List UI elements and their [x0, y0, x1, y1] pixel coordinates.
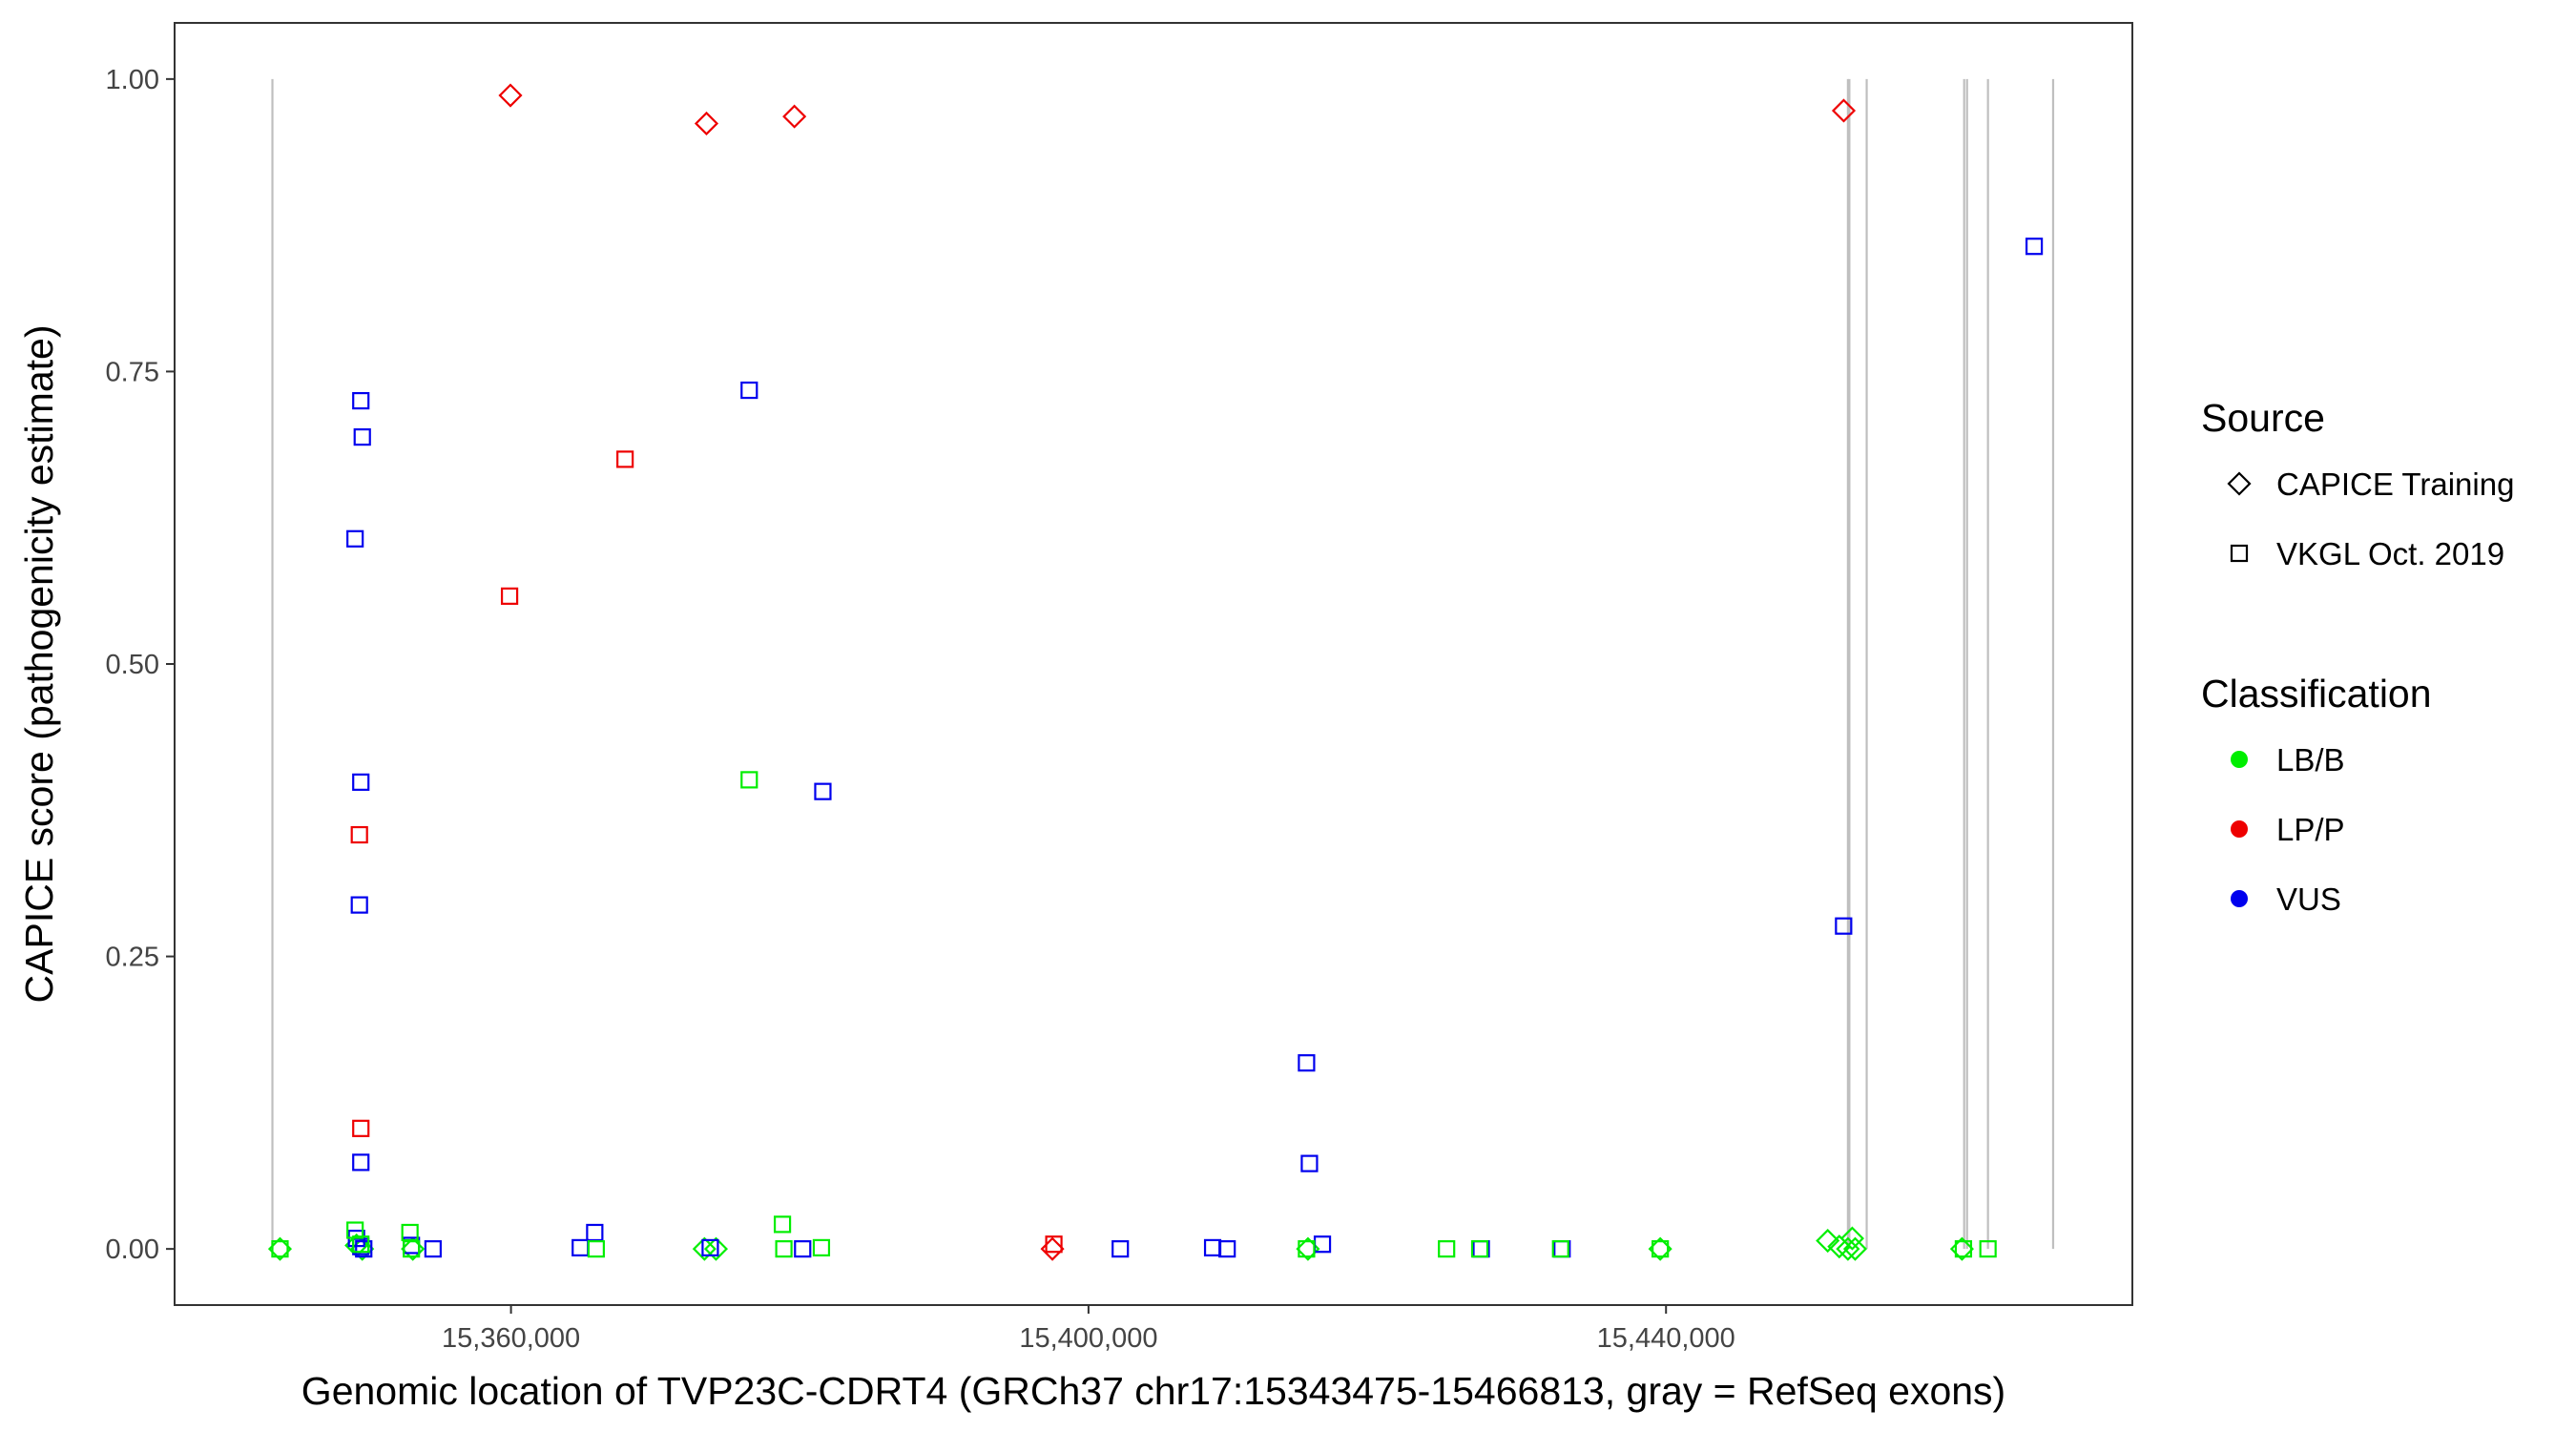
data-point — [1438, 1240, 1456, 1258]
data-point — [403, 1240, 421, 1258]
legend-key-classification — [2231, 751, 2248, 768]
data-point — [350, 896, 368, 914]
data-point — [1979, 1240, 1997, 1258]
data-point — [1298, 1240, 1316, 1258]
data-point — [1470, 1240, 1489, 1258]
data-point — [350, 825, 368, 844]
y-tick-label: 0.25 — [106, 943, 159, 973]
data-point — [694, 111, 719, 136]
y-tick-label: 1.00 — [106, 65, 159, 95]
data-point — [424, 1240, 442, 1258]
data-point — [1835, 917, 1853, 935]
legend-key-classification — [2231, 890, 2248, 907]
data-point — [500, 587, 519, 605]
legend-source-items: CAPICE Training VKGL Oct. 2019 — [2227, 467, 2514, 571]
data-point — [1842, 1236, 1868, 1261]
data-point — [782, 104, 807, 129]
legend-title-source: Source — [2201, 396, 2325, 440]
data-point — [1954, 1240, 1973, 1258]
data-point — [1839, 1226, 1864, 1251]
data-point — [352, 1235, 370, 1254]
exon-lines — [271, 78, 2055, 1250]
data-point — [1831, 98, 1857, 123]
legend-key-source — [2227, 471, 2252, 496]
legend-label-classification: VUS — [2276, 881, 2341, 917]
data-point — [775, 1240, 793, 1258]
data-point — [1298, 1054, 1316, 1072]
data-point — [498, 83, 523, 108]
legend-label-classification: LB/B — [2276, 742, 2345, 778]
data-point — [1551, 1240, 1569, 1258]
data-point — [1652, 1240, 1670, 1258]
y-tick-label: 0.50 — [106, 650, 159, 680]
y-axis-title: CAPICE score (pathogenicity estimate) — [17, 325, 61, 1004]
legend-title-classification: Classification — [2201, 672, 2432, 716]
legend-classification-items: LB/B LP/P VUS — [2231, 742, 2345, 917]
data-point — [355, 1240, 373, 1258]
data-point — [692, 1236, 717, 1261]
data-point — [703, 1236, 729, 1261]
axes: 0.00 0.25 0.50 0.75 1.00 15,360,000 15,400,000… — [106, 65, 1735, 1354]
x-tick-label: 15,360,000 — [442, 1323, 580, 1354]
data-point — [352, 391, 370, 410]
data-points — [267, 83, 2044, 1261]
data-point — [812, 1238, 831, 1257]
data-point — [271, 1240, 289, 1258]
data-point — [2025, 238, 2044, 256]
data-point — [616, 450, 634, 468]
data-point — [1045, 1235, 1063, 1254]
data-point — [1300, 1154, 1319, 1172]
y-tick-label: 0.00 — [106, 1234, 159, 1265]
data-point — [353, 428, 371, 446]
legend: Source CAPICE Training VKGL Oct. 2019 Cla… — [2201, 396, 2514, 917]
data-point — [346, 1221, 364, 1239]
data-point — [401, 1223, 419, 1242]
data-point — [1218, 1240, 1236, 1258]
x-axis-title: Genomic location of TVP23C-CDRT4 (GRCh37… — [301, 1369, 2005, 1413]
legend-label-source: VKGL Oct. 2019 — [2276, 536, 2504, 571]
data-point — [814, 782, 832, 800]
legend-key-classification — [2231, 820, 2248, 838]
data-point — [740, 771, 758, 789]
data-point — [352, 1119, 370, 1137]
data-point — [346, 529, 364, 548]
data-point — [352, 773, 370, 791]
y-tick-label: 0.75 — [106, 357, 159, 387]
data-point — [586, 1223, 604, 1242]
legend-label-source: CAPICE Training — [2276, 467, 2514, 502]
data-point — [1816, 1228, 1840, 1254]
legend-label-classification: LP/P — [2276, 812, 2345, 847]
data-point — [701, 1238, 719, 1257]
x-tick-label: 15,400,000 — [1019, 1323, 1157, 1354]
data-point — [352, 1153, 370, 1172]
data-point — [773, 1215, 792, 1234]
data-point — [587, 1240, 605, 1258]
data-point — [794, 1240, 812, 1258]
data-point — [740, 381, 758, 400]
x-tick-label: 15,440,000 — [1597, 1323, 1735, 1354]
data-point — [1111, 1240, 1130, 1258]
legend-key-source — [2230, 544, 2249, 563]
